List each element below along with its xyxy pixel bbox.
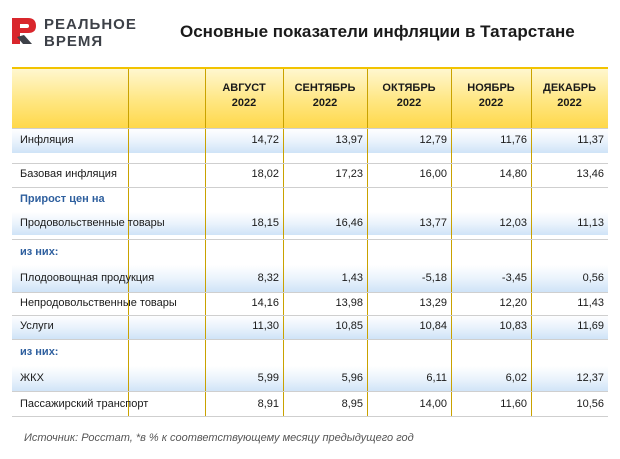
column-divider [367,69,368,417]
column-divider [451,69,452,417]
logo-text-line2: ВРЕМЯ [44,33,104,50]
table-cell-value: 10,85 [335,320,363,332]
table-cell-value: -5,18 [421,271,447,284]
table-cell-value: 14,00 [419,397,447,410]
section-label: из них: [20,345,59,358]
section-label: из них: [20,245,59,258]
table-cell-value: 8,95 [341,397,363,410]
section-label: Прирост цен на [20,192,105,205]
row-label: Услуги [20,320,54,332]
table-cell-value: 11,43 [577,296,604,309]
row-divider [12,416,608,417]
table-cell-value: 0,56 [582,271,604,284]
page-title: Основные показатели инфляции в Татарстан… [180,22,575,41]
column-divider [205,69,206,417]
row-highlight [12,129,608,153]
table-cell-value: 5,99 [257,372,279,384]
table-cell-value: -3,45 [501,271,527,284]
row-label: Продовольственные товары [20,216,165,229]
column-divider [128,69,129,417]
table-cell-value: 13,97 [335,134,363,146]
column-header-year: 2022 [231,97,257,109]
column-header: ДЕКАБРЬ 2022 [531,81,608,111]
table-cell-value: 13,77 [419,216,447,229]
table-cell-value: 10,56 [576,397,604,410]
column-header: НОЯБРЬ 2022 [451,81,531,111]
table-cell-value: 12,79 [419,134,447,146]
table-cell-value: 17,23 [335,168,363,180]
table-cell-value: 13,29 [419,296,447,309]
column-divider [283,69,284,417]
table-cell-value: 16,00 [419,168,447,180]
table-cell-value: 12,37 [576,372,604,384]
table-cell-value: 10,84 [419,320,447,332]
row-highlight [12,366,608,392]
table-cell-value: 8,91 [257,397,279,410]
table-cell-value: 6,02 [505,372,527,384]
column-header-year: 2022 [396,97,422,109]
row-divider [12,292,608,293]
row-divider [12,339,608,340]
table-cell-value: 18,02 [251,168,279,180]
logo-mark-icon [12,18,36,44]
table-cell-value: 12,20 [499,296,527,309]
row-highlight [12,315,608,339]
inflation-table: АВГУСТ 2022 СЕНТЯБРЬ 2022 ОКТЯБРЬ 2022 НОЯБРЬ 2… [12,67,608,417]
table-cell-value: 11,37 [577,134,604,146]
source-note: Источник: Росстат, *в % к соответствующе… [24,432,414,444]
column-header: ОКТЯБРЬ 2022 [367,81,451,111]
column-header-month: ОКТЯБРЬ [382,82,436,94]
table-cell-value: 14,80 [499,168,527,180]
column-header-month: НОЯБРЬ [467,82,515,94]
row-divider [12,315,608,316]
row-label: Инфляция [20,134,74,146]
column-header-month: СЕНТЯБРЬ [294,82,356,94]
table-cell-value: 1,43 [341,271,363,284]
table-cell-value: 8,32 [257,271,279,284]
column-header-month: АВГУСТ [222,82,266,94]
column-header: АВГУСТ 2022 [205,81,283,111]
logo: РЕАЛЬНОЕ ВРЕМЯ [10,16,160,50]
table-cell-value: 12,03 [499,216,527,229]
table-cell-value: 16,46 [335,216,363,229]
table-cell-value: 11,13 [577,216,604,229]
column-header-year: 2022 [557,97,582,109]
row-label: ЖКХ [20,372,44,384]
table-cell-value: 18,15 [251,216,279,229]
logo-text-line1: РЕАЛЬНОЕ [44,16,137,33]
row-divider [12,128,608,129]
table-cell-value: 5,96 [341,372,363,384]
row-highlight [12,265,608,292]
row-label: Пассажирский транспорт [20,397,149,410]
table-cell-value: 11,76 [500,134,527,146]
row-label: Непродовольственные товары [20,296,177,309]
column-header-month: ДЕКАБРЬ [543,82,596,94]
table-cell-value: 11,69 [577,320,604,332]
table-header [12,69,608,128]
row-divider [12,163,608,164]
table-cell-value: 11,60 [500,397,527,410]
column-header-year: 2022 [478,97,504,109]
row-divider [12,187,608,188]
row-divider [12,239,608,240]
row-highlight [12,212,608,235]
row-label: Плодоовощная продукция [20,271,155,284]
table-cell-value: 14,72 [251,134,279,146]
table-cell-value: 13,98 [335,296,363,309]
table-cell-value: 13,46 [576,168,604,180]
column-header: СЕНТЯБРЬ 2022 [283,81,367,111]
table-cell-value: 11,30 [252,320,279,332]
row-label: Базовая инфляция [20,168,117,180]
table-cell-value: 14,16 [251,296,279,309]
column-divider [531,69,532,417]
column-header-year: 2022 [312,97,338,109]
row-divider [12,391,608,392]
table-cell-value: 10,83 [499,320,527,332]
table-cell-value: 6,11 [426,372,447,384]
